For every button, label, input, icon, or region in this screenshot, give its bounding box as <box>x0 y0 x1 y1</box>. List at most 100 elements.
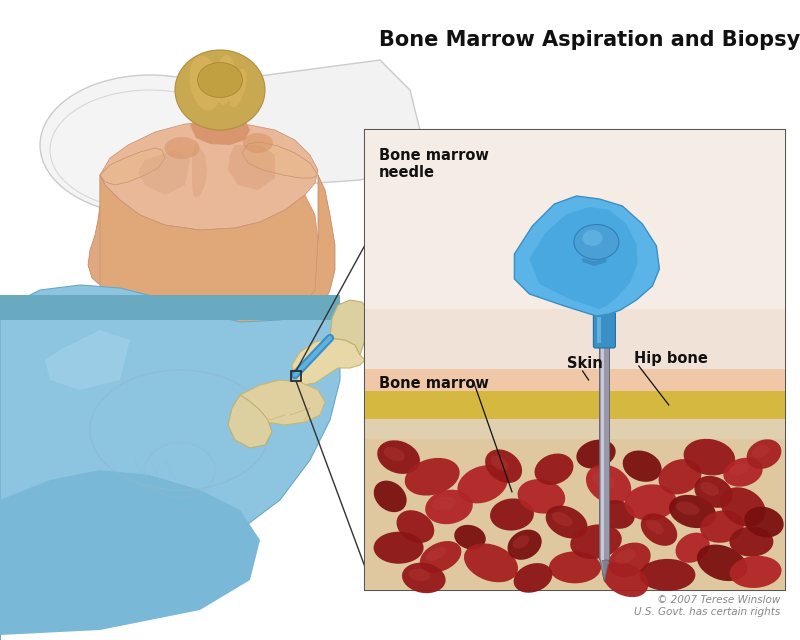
Polygon shape <box>0 285 340 640</box>
Ellipse shape <box>669 495 716 528</box>
Ellipse shape <box>641 513 678 546</box>
Ellipse shape <box>534 454 574 485</box>
Ellipse shape <box>549 551 601 583</box>
Polygon shape <box>242 142 318 178</box>
Ellipse shape <box>625 484 677 520</box>
Ellipse shape <box>723 458 762 486</box>
Ellipse shape <box>694 476 733 508</box>
Polygon shape <box>292 338 365 385</box>
Ellipse shape <box>485 449 522 483</box>
Bar <box>365 130 785 590</box>
Ellipse shape <box>490 456 509 471</box>
Polygon shape <box>45 330 130 390</box>
Ellipse shape <box>378 440 420 474</box>
Ellipse shape <box>230 68 246 108</box>
Bar <box>598 317 602 343</box>
Polygon shape <box>0 470 260 635</box>
Text: © 2007 Terese Winslow
U.S. Govt. has certain rights: © 2007 Terese Winslow U.S. Govt. has cer… <box>634 595 780 616</box>
Polygon shape <box>601 560 605 576</box>
Ellipse shape <box>458 465 508 504</box>
Ellipse shape <box>507 530 542 560</box>
Ellipse shape <box>574 225 619 259</box>
Ellipse shape <box>374 481 406 512</box>
Ellipse shape <box>576 440 616 468</box>
Bar <box>365 419 785 439</box>
Text: Hip bone: Hip bone <box>634 351 708 366</box>
Polygon shape <box>530 207 638 309</box>
Polygon shape <box>600 560 609 582</box>
Ellipse shape <box>744 507 784 538</box>
Ellipse shape <box>165 137 199 159</box>
Ellipse shape <box>454 525 486 550</box>
Text: Bone marrow: Bone marrow <box>379 376 489 390</box>
Ellipse shape <box>684 439 735 476</box>
Polygon shape <box>100 122 318 230</box>
Polygon shape <box>190 111 250 145</box>
Polygon shape <box>192 145 207 198</box>
Bar <box>600 346 609 560</box>
Ellipse shape <box>730 463 749 476</box>
Ellipse shape <box>570 524 622 559</box>
Bar <box>365 309 785 369</box>
Ellipse shape <box>175 50 265 130</box>
Ellipse shape <box>425 490 473 524</box>
Ellipse shape <box>432 497 456 511</box>
Ellipse shape <box>514 563 552 593</box>
Text: Skin: Skin <box>566 356 602 371</box>
Ellipse shape <box>675 532 710 563</box>
Ellipse shape <box>215 55 235 105</box>
Ellipse shape <box>622 451 662 482</box>
Ellipse shape <box>602 562 648 597</box>
Ellipse shape <box>464 543 518 582</box>
Ellipse shape <box>405 458 460 495</box>
Ellipse shape <box>615 549 635 564</box>
Polygon shape <box>0 295 340 320</box>
Ellipse shape <box>586 465 631 504</box>
Bar <box>365 391 785 419</box>
Ellipse shape <box>243 133 273 153</box>
Ellipse shape <box>582 230 602 246</box>
Ellipse shape <box>646 520 664 534</box>
Text: Bone marrow
needle: Bone marrow needle <box>379 148 489 180</box>
Ellipse shape <box>409 569 430 581</box>
Ellipse shape <box>700 482 719 496</box>
Polygon shape <box>228 395 272 448</box>
Ellipse shape <box>730 556 782 588</box>
Ellipse shape <box>198 63 242 97</box>
Polygon shape <box>240 380 325 425</box>
Polygon shape <box>100 148 165 185</box>
Polygon shape <box>200 60 420 185</box>
Bar <box>601 346 604 560</box>
Ellipse shape <box>546 506 587 538</box>
Ellipse shape <box>593 472 614 490</box>
Bar <box>365 369 785 391</box>
Ellipse shape <box>730 527 774 557</box>
FancyBboxPatch shape <box>594 312 615 348</box>
Text: Bone Marrow Aspiration and Biopsy: Bone Marrow Aspiration and Biopsy <box>379 30 800 50</box>
Ellipse shape <box>490 499 534 531</box>
Polygon shape <box>330 300 368 355</box>
Ellipse shape <box>397 510 434 543</box>
Bar <box>365 130 785 369</box>
Ellipse shape <box>599 500 634 529</box>
Polygon shape <box>138 150 190 195</box>
Polygon shape <box>296 175 335 320</box>
Bar <box>291 371 301 381</box>
Polygon shape <box>100 175 318 340</box>
Polygon shape <box>582 258 606 266</box>
Ellipse shape <box>40 75 260 215</box>
Ellipse shape <box>190 56 221 110</box>
Ellipse shape <box>697 545 747 581</box>
Ellipse shape <box>700 510 744 543</box>
Ellipse shape <box>752 445 769 458</box>
Ellipse shape <box>402 563 446 593</box>
Ellipse shape <box>420 541 462 573</box>
Polygon shape <box>88 170 130 285</box>
Ellipse shape <box>609 543 650 577</box>
Ellipse shape <box>384 447 405 461</box>
Ellipse shape <box>518 479 566 514</box>
Ellipse shape <box>513 535 530 548</box>
Ellipse shape <box>639 559 695 591</box>
Bar <box>599 346 610 560</box>
Ellipse shape <box>658 459 702 495</box>
